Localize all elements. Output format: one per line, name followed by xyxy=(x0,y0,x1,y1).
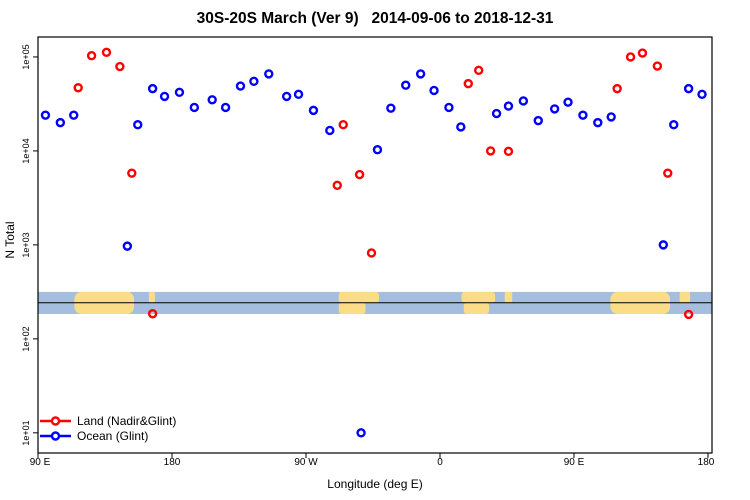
data-point xyxy=(86,51,97,61)
x-tick-label: 180 xyxy=(163,457,181,468)
y-tick-label: 1e+04 xyxy=(21,138,31,164)
data-point xyxy=(533,115,543,126)
x-tick-label: 90 E xyxy=(29,457,51,468)
data-point xyxy=(264,69,274,79)
data-point xyxy=(491,108,502,119)
x-tick-label: 90 E xyxy=(563,457,585,468)
data-point xyxy=(372,145,383,155)
data-point xyxy=(625,52,636,62)
data-point xyxy=(174,87,185,98)
data-point xyxy=(697,89,707,100)
data-point xyxy=(683,83,694,94)
data-point xyxy=(663,168,673,178)
data-point xyxy=(69,110,79,120)
data-point xyxy=(485,146,496,156)
land-mass-new-caledonia xyxy=(148,291,155,303)
legend-marker xyxy=(50,431,61,441)
y-axis-title: N Total xyxy=(3,221,17,259)
data-point xyxy=(473,65,484,76)
data-point xyxy=(658,240,669,250)
land-mass-new-caledonia-repeat xyxy=(679,291,691,303)
data-point xyxy=(73,83,83,93)
data-point xyxy=(366,248,377,258)
data-point xyxy=(429,85,439,96)
data-point xyxy=(593,117,603,128)
data-point xyxy=(444,102,454,113)
data-point xyxy=(606,112,616,122)
data-point xyxy=(220,102,231,113)
data-point xyxy=(612,83,622,94)
y-tick-label: 1e+02 xyxy=(21,326,31,352)
legend xyxy=(40,416,71,441)
data-point xyxy=(40,110,51,120)
y-tick-label: 1e+03 xyxy=(21,232,31,258)
data-point xyxy=(127,168,137,178)
data-point xyxy=(147,83,158,94)
data-point xyxy=(356,428,366,438)
data-point xyxy=(101,47,112,58)
land-mass-madagascar xyxy=(504,291,513,303)
data-point xyxy=(669,120,679,130)
data-point xyxy=(122,241,133,251)
axis-ticks xyxy=(33,56,709,458)
plot-box xyxy=(37,36,713,454)
data-point xyxy=(637,48,648,58)
data-point xyxy=(652,61,663,71)
land-mass-africa-north xyxy=(461,291,496,303)
map-band xyxy=(38,291,712,314)
x-tick-label: 0 xyxy=(437,457,443,468)
land-mass-south-america-south xyxy=(338,302,366,314)
data-point xyxy=(189,102,200,113)
data-point xyxy=(518,96,529,106)
data-point xyxy=(55,117,66,128)
data-point xyxy=(281,91,292,102)
data-point xyxy=(386,103,396,113)
data-point xyxy=(159,91,170,102)
series-land xyxy=(73,47,694,320)
data-point xyxy=(249,76,259,87)
land-mass-south-america-north xyxy=(338,291,379,303)
legend-marker xyxy=(50,416,61,426)
data-point xyxy=(325,125,335,136)
data-point xyxy=(683,309,694,320)
chart-title: 30S-20S March (Ver 9) 2014-09-06 to 2018… xyxy=(196,10,554,27)
legend-label-ocean: Ocean (Glint) xyxy=(77,429,149,443)
data-point xyxy=(235,81,246,91)
data-point xyxy=(293,89,304,100)
data-point xyxy=(133,120,143,130)
x-axis-title: Longitude (deg E) xyxy=(327,477,423,491)
data-point xyxy=(354,169,365,180)
y-tick-label: 1e+05 xyxy=(21,44,31,70)
data-point xyxy=(503,101,514,111)
data-point xyxy=(308,105,319,116)
x-tick-label: 90 W xyxy=(294,457,318,468)
legend-label-land: Land (Nadir&Glint) xyxy=(77,414,177,428)
data-point xyxy=(563,97,573,107)
data-point xyxy=(147,309,158,319)
series-ocean xyxy=(40,69,707,438)
data-point xyxy=(549,104,560,114)
x-tick-label: 180 xyxy=(697,457,715,468)
data-point xyxy=(207,95,217,105)
data-point xyxy=(401,80,411,90)
data-point xyxy=(456,122,466,132)
data-point xyxy=(332,180,342,191)
land-mass-africa-south xyxy=(463,302,490,314)
data-point xyxy=(503,146,514,157)
data-point xyxy=(463,78,473,89)
data-point xyxy=(338,120,348,130)
data-point xyxy=(578,110,588,120)
y-tick-label: 1e+01 xyxy=(21,420,31,446)
data-point xyxy=(115,61,125,72)
data-point xyxy=(415,69,426,79)
